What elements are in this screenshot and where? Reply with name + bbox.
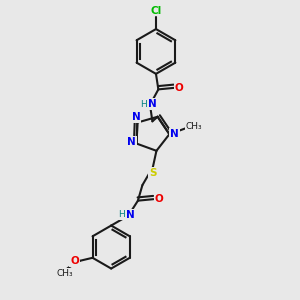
Text: N: N [148,99,157,109]
Text: O: O [70,256,79,266]
Text: N: N [170,129,179,139]
Text: N: N [126,210,135,220]
Text: O: O [154,194,163,204]
Text: H: H [118,210,125,219]
Text: CH₃: CH₃ [186,122,202,131]
Text: N: N [127,137,136,147]
Text: H: H [140,100,147,109]
Text: Cl: Cl [150,5,162,16]
Text: S: S [149,168,157,178]
Text: CH₃: CH₃ [57,269,74,278]
Text: N: N [131,112,140,122]
Text: O: O [175,83,184,93]
